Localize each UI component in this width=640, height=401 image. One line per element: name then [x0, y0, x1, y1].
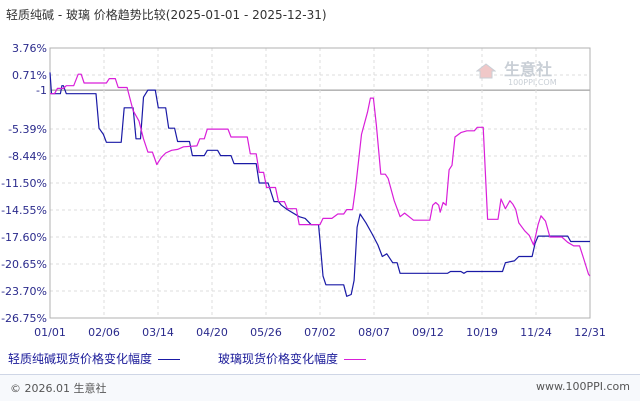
legend-item-glass: 玻璃现货价格变化幅度 [218, 350, 367, 367]
y-tick-label: -26.75% [1, 312, 47, 325]
x-tick-label: 05/26 [250, 326, 282, 339]
house-logo-icon [476, 62, 496, 78]
y-tick-label: -20.65% [1, 258, 47, 271]
x-tick-label: 08/07 [358, 326, 390, 339]
y-tick-label: -8.44% [8, 150, 47, 163]
chart-svg: 3.76% 0.71% -1 -5.39% -8.44% -11.50% -14.55% -1… [1, 42, 606, 339]
y-tick-label: -17.60% [1, 231, 47, 244]
y-tick-label: -11.50% [1, 177, 47, 190]
legend-swatch-glass [344, 359, 367, 360]
series-lines [49, 72, 591, 297]
watermark-url: 100PPI.COM [508, 78, 557, 87]
x-tick-label: 07/02 [304, 326, 336, 339]
gridlines [49, 47, 591, 319]
series-line-glass [50, 73, 591, 277]
x-tick-label: 11/24 [520, 326, 552, 339]
x-axis-ticks: 01/01 02/06 03/14 04/20 05/26 07/02 08/07 09/12… [34, 326, 606, 339]
footer-copyright: © 2026.01 生意社 [10, 382, 107, 395]
legend-swatch-soda [158, 359, 181, 360]
footer: © 2026.01 生意社 www.100PPI.com [0, 374, 640, 401]
x-tick-label: 04/20 [196, 326, 228, 339]
legend-item-soda: 轻质纯碱现货价格变化幅度 [8, 350, 181, 367]
watermark: 生意社 100PPI.COM [476, 56, 557, 87]
footer-site-link[interactable]: www.100PPI.com [536, 380, 630, 393]
y-tick-label: -14.55% [1, 204, 47, 217]
watermark-name: 生意社 [504, 60, 553, 79]
y-tick-label: 0.71% [12, 69, 47, 82]
y-tick-label: -5.39% [8, 123, 47, 136]
series-line-soda [49, 72, 590, 297]
legend-label-soda: 轻质纯碱现货价格变化幅度 [8, 352, 153, 366]
y-tick-label: 3.76% [12, 42, 47, 55]
x-tick-label: 10/19 [466, 326, 498, 339]
legend-label-glass: 玻璃现货价格变化幅度 [218, 352, 339, 366]
chart-title: 轻质纯碱 - 玻璃 价格趋势比较(2025-01-01 - 2025-12-31… [6, 8, 327, 22]
x-tick-label: 03/14 [142, 326, 174, 339]
y-tick-label: -23.70% [1, 285, 47, 298]
plot-border [49, 47, 591, 319]
x-tick-label: 12/31 [574, 326, 606, 339]
y-axis-ticks: 3.76% 0.71% -1 -5.39% -8.44% -11.50% -14.55% -1… [1, 42, 47, 325]
x-tick-label: 01/01 [34, 326, 66, 339]
x-tick-label: 09/12 [412, 326, 444, 339]
x-tick-label: 02/06 [88, 326, 120, 339]
y-tick-label: -1 [36, 84, 47, 97]
